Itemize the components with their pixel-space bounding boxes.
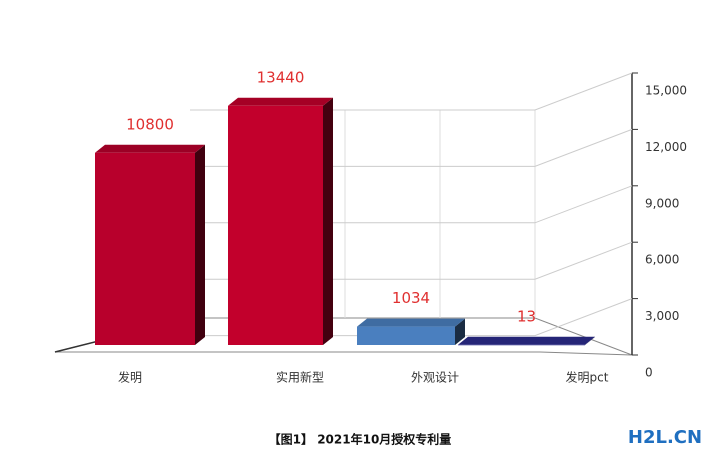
bar [458, 344, 585, 346]
x-tick-label: 实用新型 [276, 370, 324, 385]
bar [357, 326, 455, 345]
bar-side [455, 318, 465, 345]
value-label: 13440 [257, 68, 305, 86]
y-tick-label: 3,000 [645, 309, 679, 323]
y-tick-label: 15,000 [645, 84, 687, 98]
bar [95, 152, 195, 345]
y-tick-label: 12,000 [645, 140, 687, 154]
x-tick-label: 外观设计 [411, 371, 459, 385]
bar-top [357, 318, 465, 327]
x-tick-label: 发明pct [566, 370, 609, 385]
bar-top [458, 336, 595, 345]
bar-top [228, 97, 333, 106]
y-tick-label: 6,000 [645, 253, 679, 267]
y-tick-label: 9,000 [645, 196, 679, 210]
watermark: H2L.CN [628, 427, 702, 448]
bar-side [195, 144, 205, 345]
bar-side [585, 336, 595, 345]
y-tick-label: 0 [645, 366, 653, 380]
value-label: 13 [517, 307, 536, 325]
bar [228, 105, 323, 345]
bar-side [323, 97, 333, 345]
value-label: 1034 [392, 289, 430, 307]
bar-top [95, 144, 205, 153]
x-tick-label: 发明 [118, 370, 142, 385]
value-label: 10800 [126, 115, 174, 133]
chart-caption: 【图1】 2021年10月授权专利量 [269, 432, 452, 447]
